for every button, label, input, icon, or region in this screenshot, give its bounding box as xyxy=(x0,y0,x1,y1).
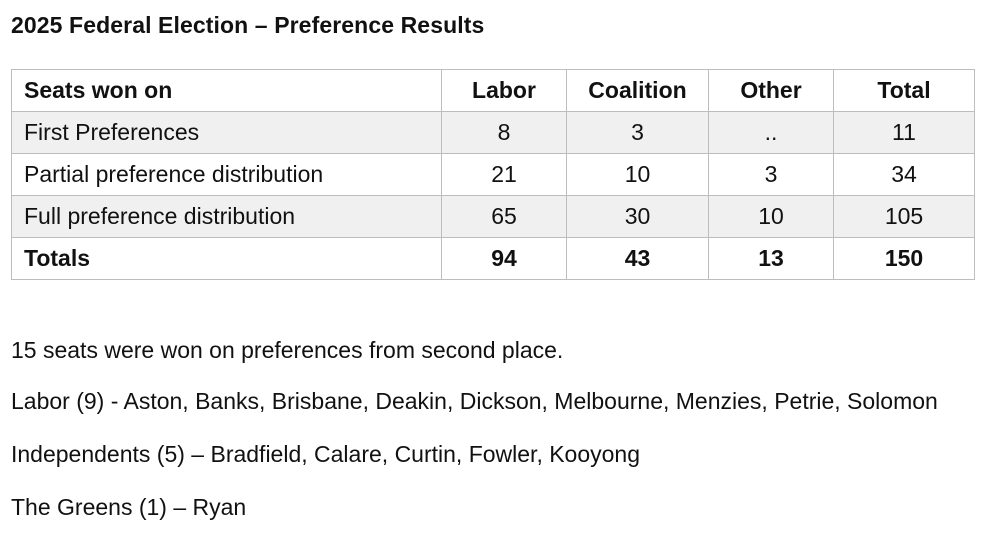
row-label: Full preference distribution xyxy=(11,195,442,238)
column-header-coalition: Coalition xyxy=(566,69,709,112)
other-cell: 10 xyxy=(708,195,834,238)
totals-row: Totals 94 43 13 150 xyxy=(11,237,975,280)
total-cell: 11 xyxy=(833,111,975,154)
labor-cell: 94 xyxy=(441,237,567,280)
labor-cell: 65 xyxy=(441,195,567,238)
coalition-cell: 3 xyxy=(566,111,709,154)
labor-seats-text: Labor (9) - Aston, Banks, Brisbane, Deak… xyxy=(11,388,938,414)
total-cell: 34 xyxy=(833,153,975,196)
table-row: Full preference distribution 65 30 10 10… xyxy=(11,195,975,238)
column-header-total: Total xyxy=(833,69,975,112)
total-cell: 105 xyxy=(833,195,975,238)
coalition-cell: 10 xyxy=(566,153,709,196)
independents-seats-text: Independents (5) – Bradfield, Calare, Cu… xyxy=(11,441,641,467)
column-header-seats-won-on: Seats won on xyxy=(11,69,442,112)
preference-results-table: Seats won on Labor Coalition Other Total… xyxy=(11,69,975,280)
labor-cell: 8 xyxy=(441,111,567,154)
summary-text: 15 seats were won on preferences from se… xyxy=(11,337,564,363)
coalition-cell: 30 xyxy=(566,195,709,238)
column-header-labor: Labor xyxy=(441,69,567,112)
notes-section: 15 seats were won on preferences from se… xyxy=(11,334,986,527)
other-cell: 13 xyxy=(708,237,834,280)
labor-cell: 21 xyxy=(441,153,567,196)
page-title: 2025 Federal Election – Preference Resul… xyxy=(11,12,485,38)
total-cell: 150 xyxy=(833,237,975,280)
table-header-row: Seats won on Labor Coalition Other Total xyxy=(11,69,975,112)
row-label: First Preferences xyxy=(11,111,442,154)
table-row: First Preferences 8 3 .. 11 xyxy=(11,111,975,154)
greens-seats-text: The Greens (1) – Ryan xyxy=(11,494,247,520)
other-cell: 3 xyxy=(708,153,834,196)
column-header-other: Other xyxy=(708,69,834,112)
coalition-cell: 43 xyxy=(566,237,709,280)
other-cell: .. xyxy=(708,111,834,154)
row-label: Partial preference distribution xyxy=(11,153,442,196)
table-row: Partial preference distribution 21 10 3 … xyxy=(11,153,975,196)
row-label: Totals xyxy=(11,237,442,280)
